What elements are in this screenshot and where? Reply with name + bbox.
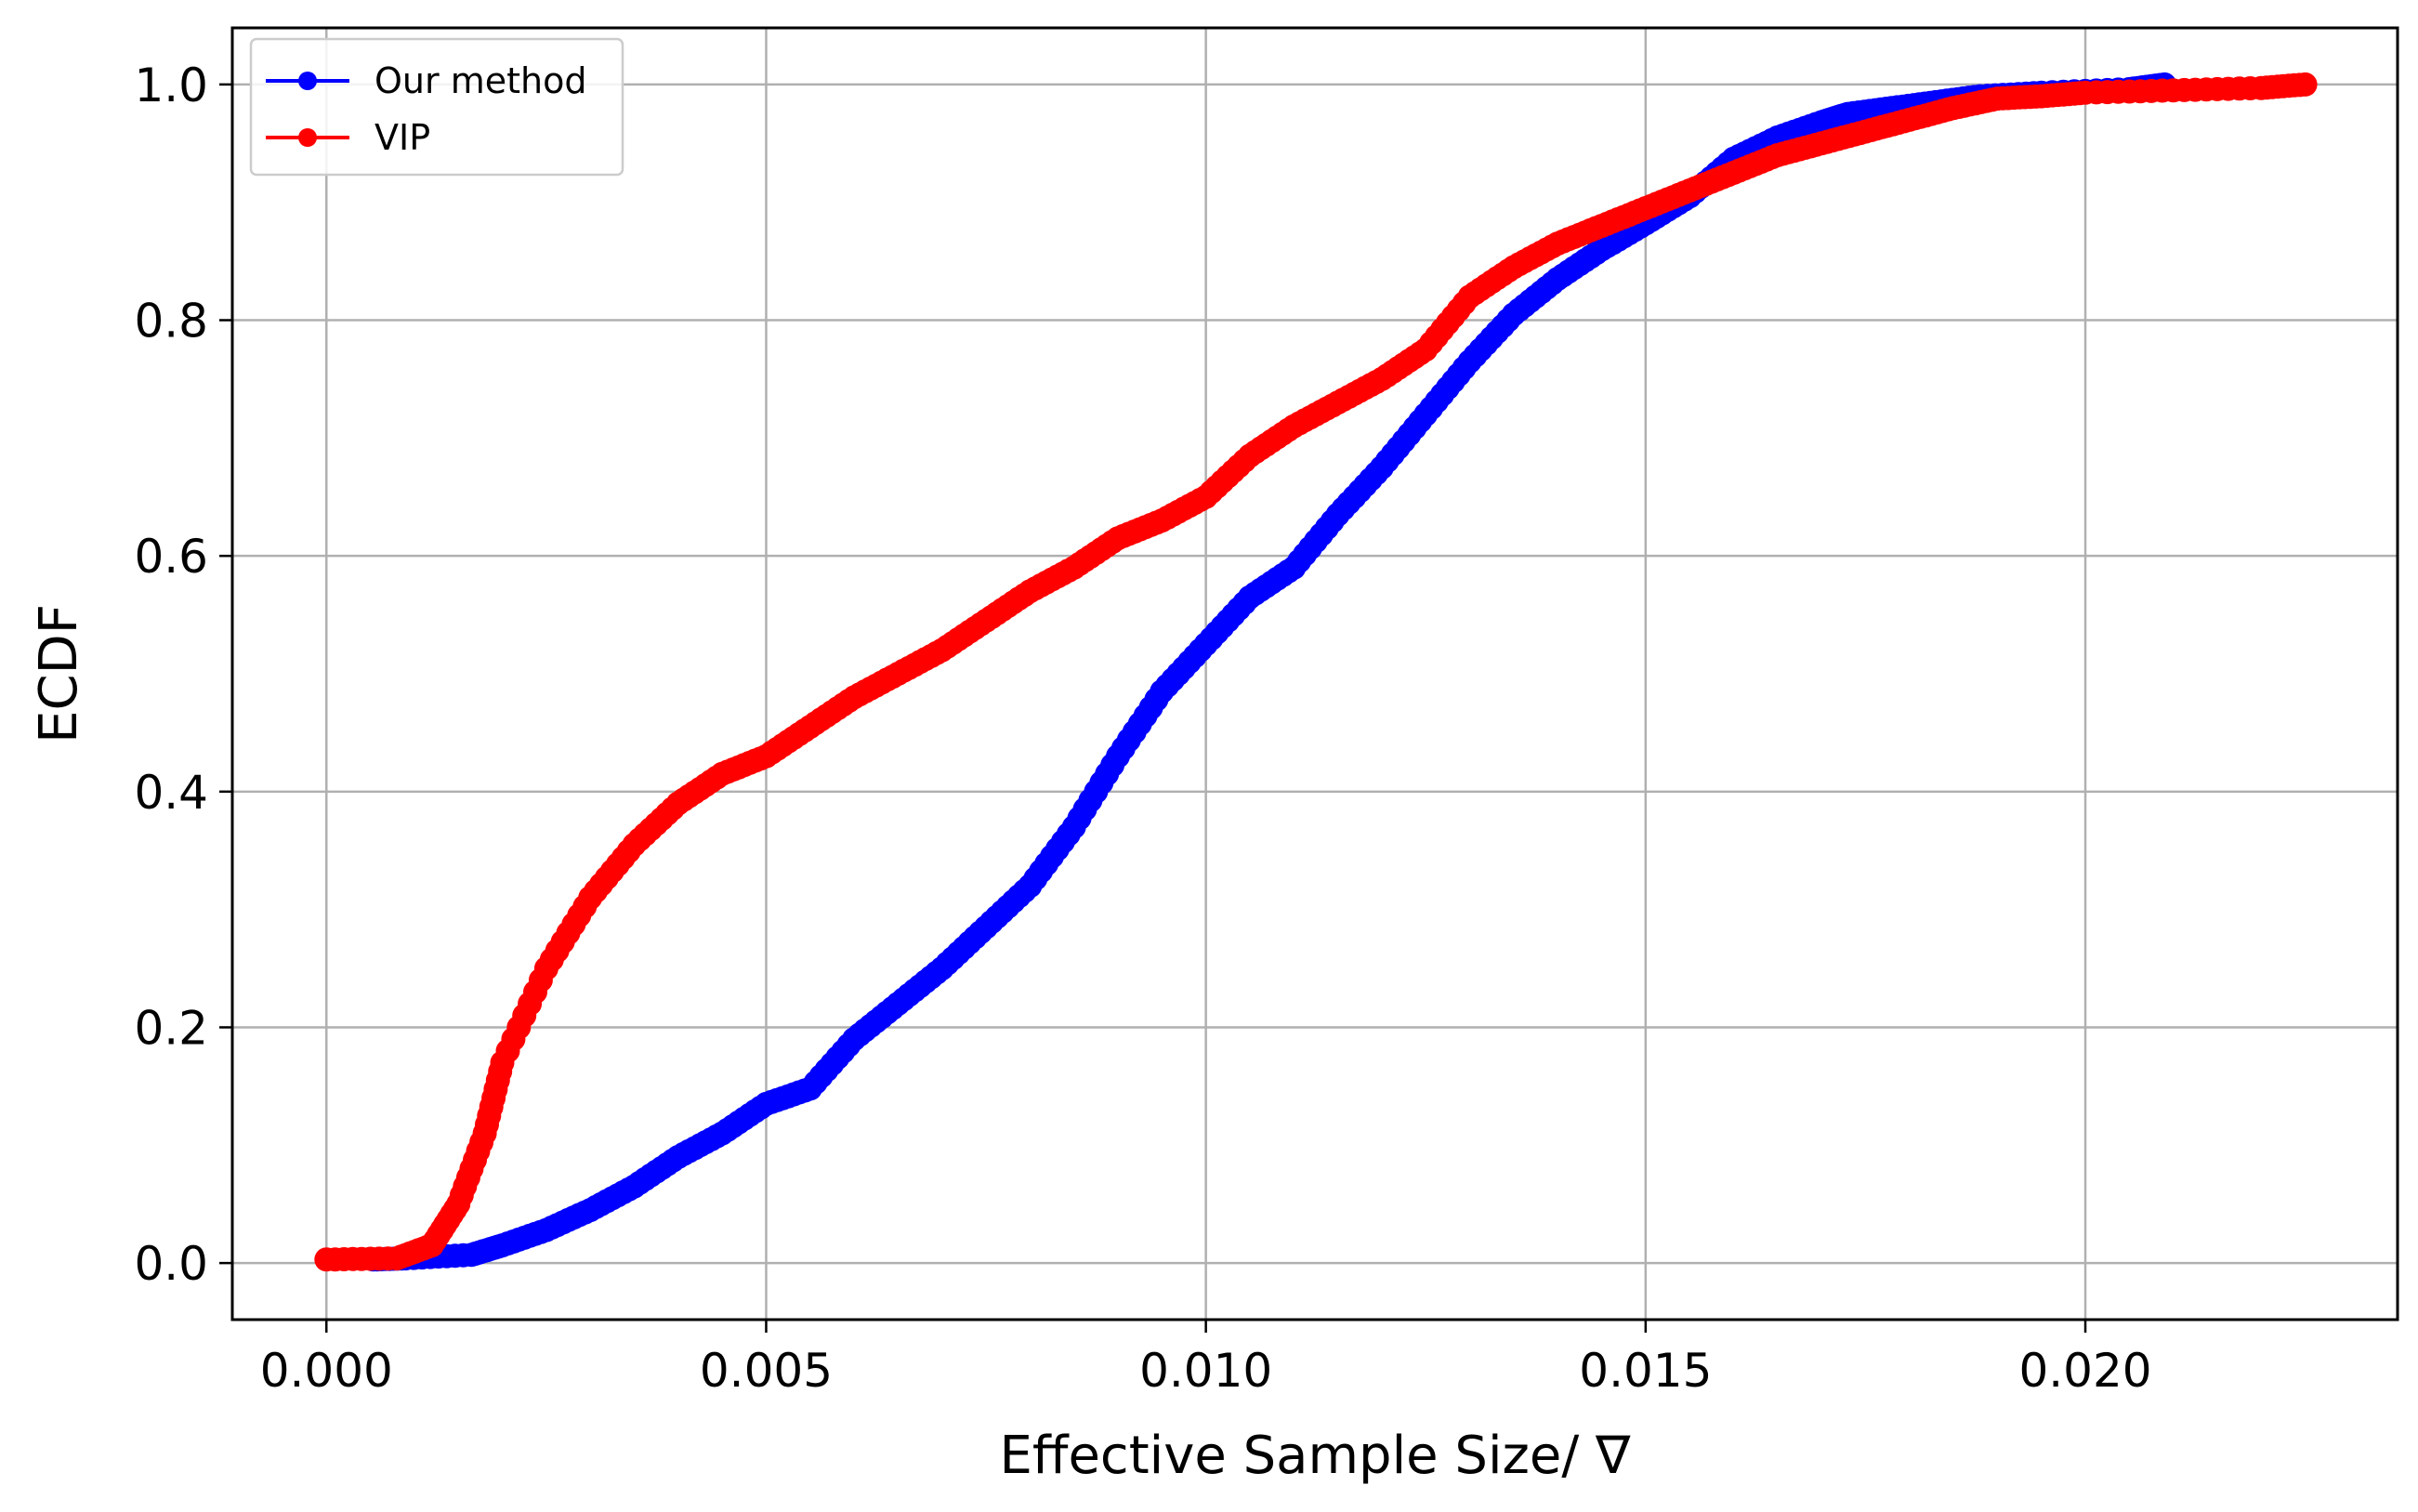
x-tick-label: 0.020 bbox=[2018, 1344, 2151, 1398]
x-axis-label: Effective Sample Size/ ∇ bbox=[1000, 1426, 1632, 1486]
data-point-vip bbox=[2293, 72, 2318, 97]
x-tick-label: 0.010 bbox=[1139, 1344, 1272, 1398]
legend-label-vip: VIP bbox=[375, 117, 430, 158]
x-tick-label: 0.000 bbox=[260, 1344, 393, 1398]
legend-label-our-method: Our method bbox=[375, 60, 586, 101]
x-tick-label: 0.005 bbox=[700, 1344, 833, 1398]
axis-ticks: 0.000 0.005 0.010 0.015 0.020 0.0 0.2 0.4 0.6 0.8… bbox=[134, 59, 2151, 1398]
legend-marker-vip bbox=[298, 128, 317, 147]
y-tick-label: 0.6 bbox=[134, 530, 208, 584]
legend-box bbox=[249, 37, 624, 177]
series-layer bbox=[314, 72, 2318, 1272]
legend-marker-our-method bbox=[298, 72, 317, 90]
y-tick-label: 0.4 bbox=[134, 766, 208, 820]
x-tick-label: 0.015 bbox=[1579, 1344, 1712, 1398]
y-axis-label: ECDF bbox=[29, 604, 89, 743]
legend: Our method VIP bbox=[249, 37, 624, 177]
plot-frame bbox=[230, 26, 2399, 1321]
y-tick-label: 0.0 bbox=[134, 1237, 208, 1291]
y-tick-label: 0.8 bbox=[134, 295, 208, 348]
y-tick-label: 0.2 bbox=[134, 1001, 208, 1055]
y-tick-label: 1.0 bbox=[134, 59, 208, 112]
series-vip bbox=[314, 72, 2318, 1272]
